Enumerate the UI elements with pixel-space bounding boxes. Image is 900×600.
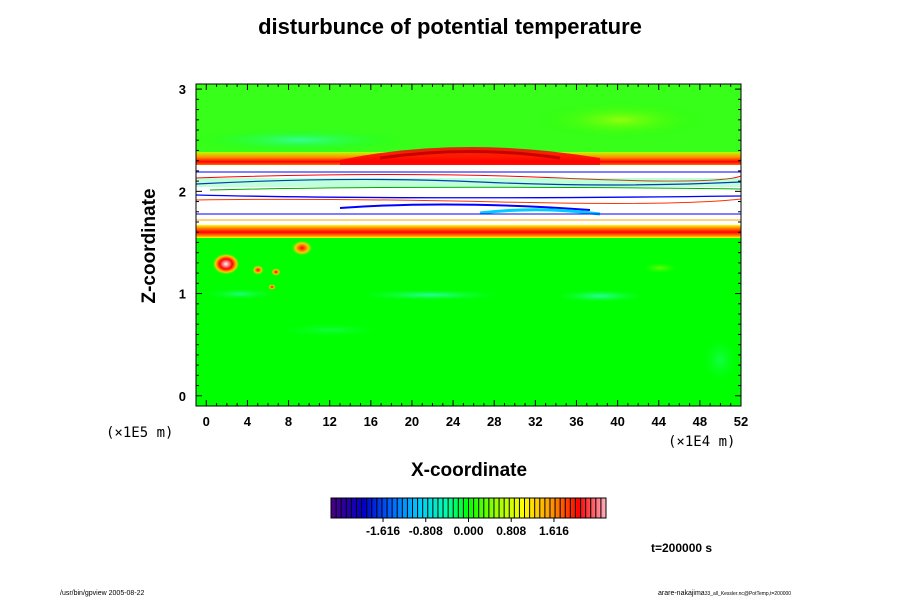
time-label: t=200000 s: [651, 541, 713, 555]
x-tick-label: 16: [364, 414, 378, 429]
y-tick-label: 2: [179, 184, 186, 199]
field-plot-area: [196, 84, 741, 406]
colorbar-tick-labels: -1.616 -0.808 0.000 0.808 1.616: [366, 518, 569, 538]
footer-right-main: arare-nakajima: [658, 590, 705, 597]
x-tick-label: 8: [285, 414, 292, 429]
y-axis-label-wrap: Z-coordinate: [130, 186, 170, 306]
y-tick-label: 1: [179, 287, 186, 302]
plume-2: [291, 240, 313, 256]
x-tick-label: 40: [610, 414, 624, 429]
x-tick-label: 20: [405, 414, 419, 429]
lower-warm-band: [196, 225, 741, 238]
x-tick-label: 48: [693, 414, 707, 429]
x-tick-labels: 0 4 8 12 16 20 24 28 32 36 40 44 48 52: [203, 414, 749, 429]
x-tick-label: 24: [446, 414, 461, 429]
x-tick-label: 4: [244, 414, 252, 429]
plume-1: [212, 253, 240, 275]
x-tick-label: 32: [528, 414, 542, 429]
saturated-layer: [196, 165, 741, 226]
colorbar-tick-label: -1.616: [366, 524, 400, 538]
y-tick-labels: 0 1 2 3: [179, 82, 186, 404]
plot-frame: [195, 83, 742, 407]
x-tick-label: 0: [203, 414, 210, 429]
chart-title: disturbunce of potential temperature: [258, 14, 642, 39]
colorbar-divisions: [335, 498, 602, 518]
y-tick-label: 0: [179, 389, 186, 404]
axis-ticks: [195, 84, 742, 407]
footer-right-sub: 33_all_Kessler.nc@PotTemp,t=200000: [704, 591, 792, 597]
y-axis-label: Z-coordinate: [139, 188, 160, 304]
colorbar-tick-label: -0.808: [409, 524, 443, 538]
x-tick-label: 44: [652, 414, 667, 429]
colorbar-tick-label: 0.000: [453, 524, 483, 538]
colorbar-tick-label: 0.808: [496, 524, 526, 538]
footer-right: arare-nakajima33_all_Kessler.nc@PotTemp,…: [658, 590, 791, 597]
x-tick-label: 12: [322, 414, 336, 429]
colorbar-tick-label: 1.616: [539, 524, 569, 538]
x-tick-label: 36: [569, 414, 583, 429]
footer-left: /usr/bin/gpview 2005-08-22: [60, 590, 145, 597]
x-tick-label: 52: [734, 414, 748, 429]
x-axis-label: X-coordinate: [410, 460, 528, 481]
x-unit-label: (×1E4 m): [668, 434, 736, 450]
y-unit-label: (×1E5 m): [106, 425, 174, 441]
x-tick-label: 28: [487, 414, 501, 429]
y-tick-label: 3: [179, 82, 186, 97]
